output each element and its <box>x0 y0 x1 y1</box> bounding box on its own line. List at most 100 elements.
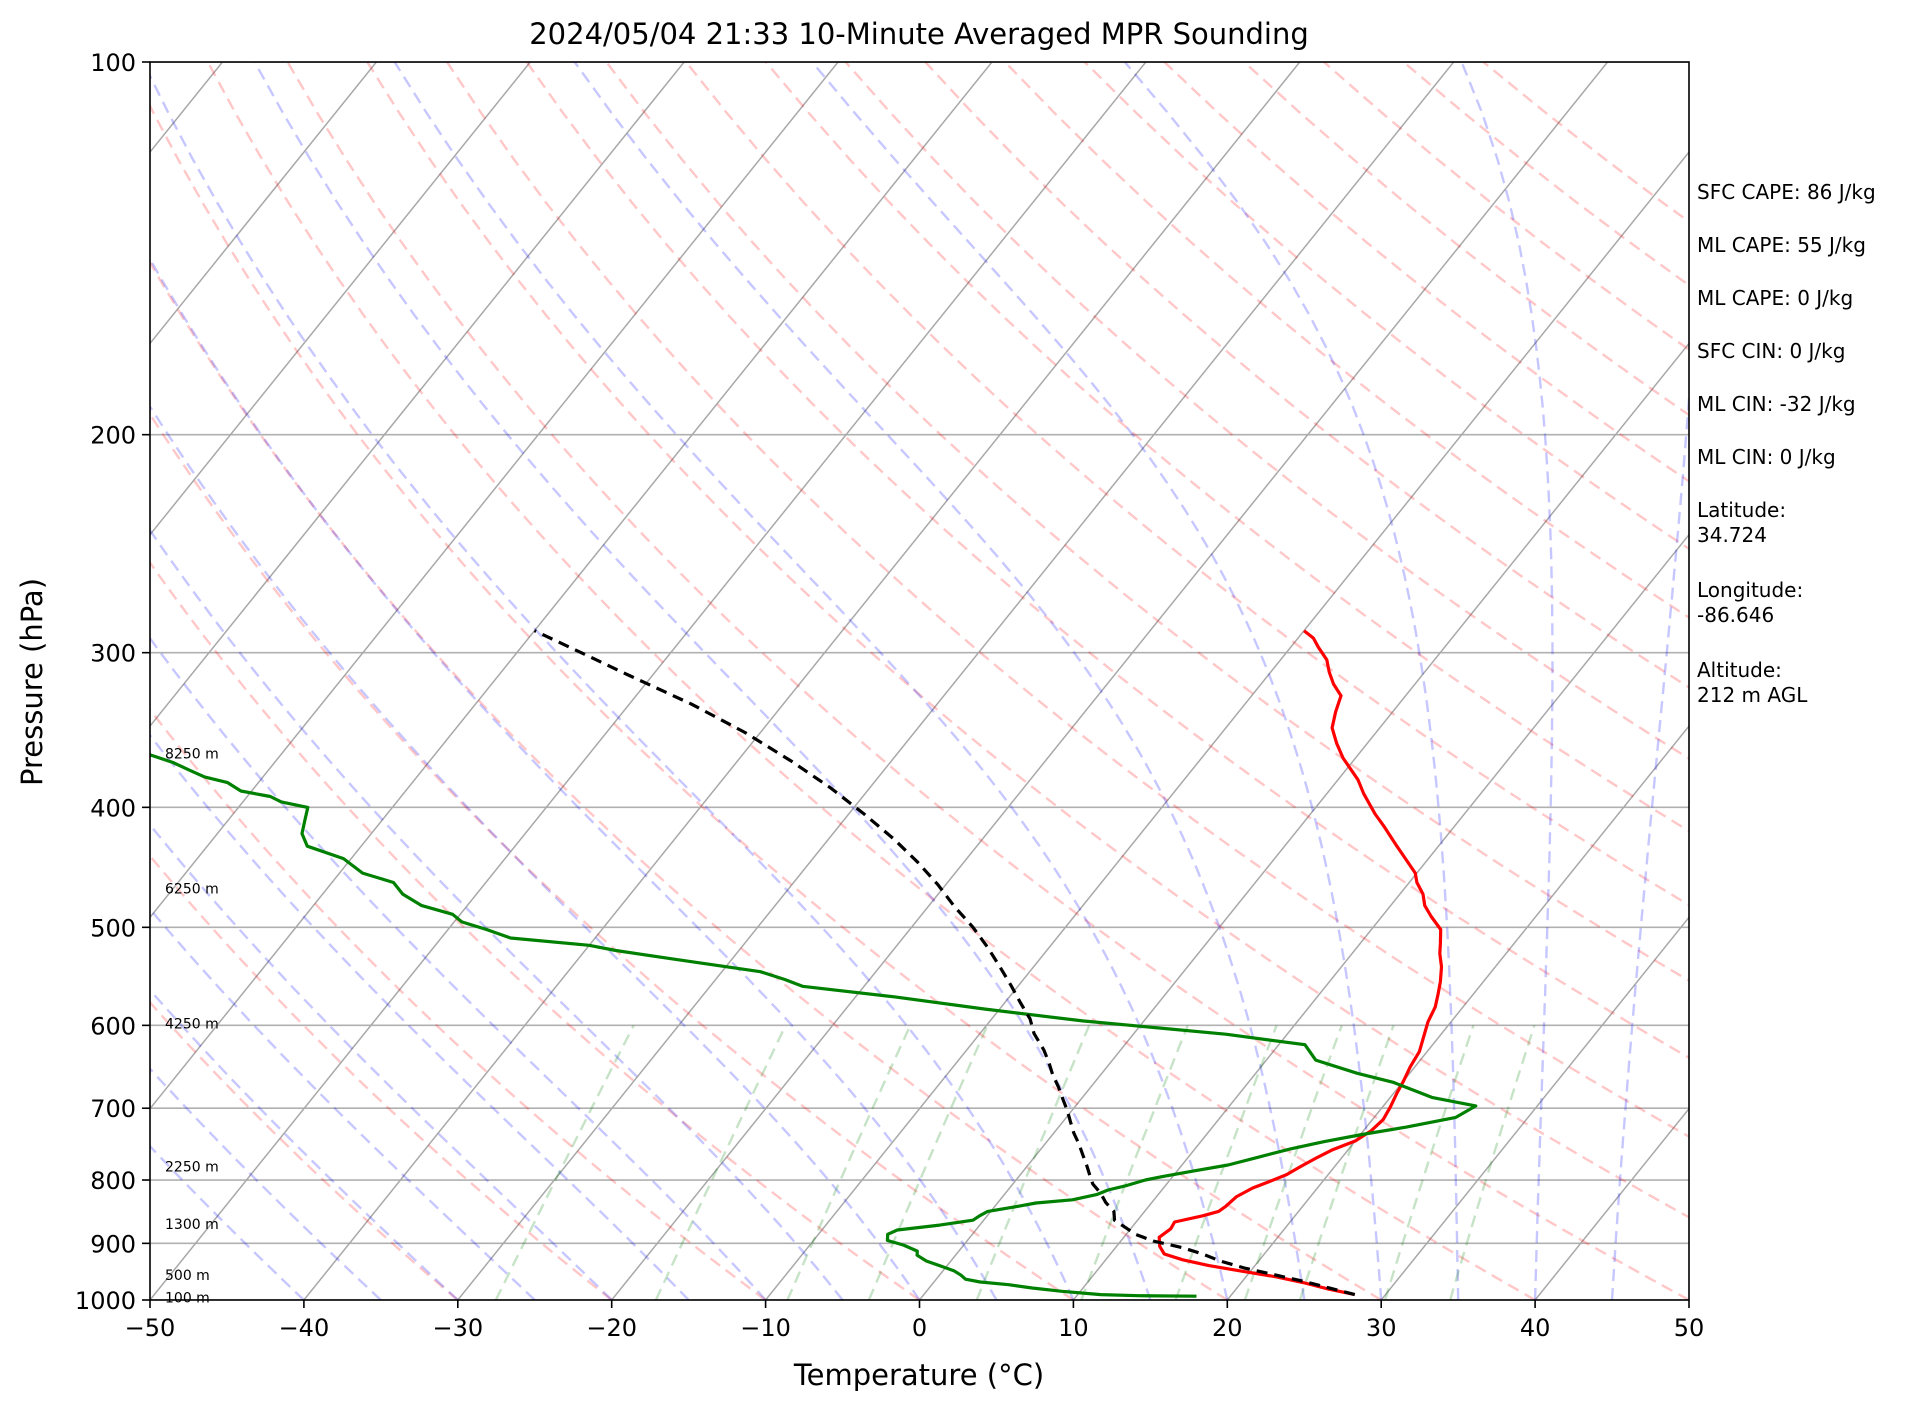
height-label: 4250 m <box>165 1017 219 1033</box>
y-tick-label: 700 <box>90 1095 136 1123</box>
chart-title: 2024/05/04 21:33 10-Minute Averaged MPR … <box>529 17 1309 51</box>
mixing-ratio-line <box>1243 1024 1343 1300</box>
x-tick-label: 20 <box>1212 1314 1243 1342</box>
x-tick-label: 30 <box>1366 1314 1397 1342</box>
reference-lines <box>150 62 1689 1300</box>
mixing-ratio-line <box>1383 1025 1475 1300</box>
isotherm-line <box>303 62 1301 1300</box>
x-tick-label: 40 <box>1520 1314 1551 1342</box>
stat-item: Altitude: 212 m AGL <box>1697 658 1808 707</box>
dry-adiabat-line <box>206 62 1536 1300</box>
stat-item: SFC CAPE: 86 J/kg <box>1697 180 1876 204</box>
moist-adiabat-line <box>150 822 613 1300</box>
height-labels: 100 m 500 m 1300 m 2250 m 4250 m 6250 m 8250 m <box>165 747 219 1307</box>
mixing-ratio-line <box>867 1024 989 1300</box>
x-tick-label: −50 <box>125 1314 176 1342</box>
mixing-ratio-line <box>1174 1024 1278 1300</box>
mixing-ratio-line <box>494 1024 635 1300</box>
x-axis-ticks: −50 −40 −30 −20 −10 0 10 20 30 40 50 <box>125 1300 1705 1342</box>
y-tick-label: 900 <box>90 1230 136 1258</box>
height-label: 6250 m <box>165 881 219 897</box>
isotherm-line <box>1380 916 1689 1300</box>
parcel-profile-trace <box>533 629 1356 1297</box>
moist-adiabat-line <box>1610 383 1689 1300</box>
y-tick-label: 800 <box>90 1167 136 1195</box>
dry-adiabat-line <box>525 62 1689 1060</box>
y-tick-label: 500 <box>90 914 136 942</box>
moist-adiabat-line <box>150 1144 305 1300</box>
isotherm-line <box>150 62 377 345</box>
moist-adiabat-line <box>1460 62 1554 1300</box>
moist-adiabat-line <box>150 988 459 1300</box>
dry-adiabat-line <box>150 103 1382 1300</box>
y-axis-ticks: 100 200 300 400 500 600 700 800 900 1000 <box>75 49 150 1315</box>
isotherm-line <box>765 150 1689 1300</box>
isotherm-line <box>150 62 1147 1300</box>
dry-adiabat-line <box>286 62 1689 1300</box>
isotherm-line <box>1226 724 1689 1300</box>
dry-adiabat-line <box>150 260 1228 1300</box>
stat-item: ML CIN: 0 J/kg <box>1697 445 1836 469</box>
isotherm-line <box>1072 533 1689 1300</box>
mixing-ratio-line <box>654 1024 787 1300</box>
dry-adiabat-line <box>150 854 613 1300</box>
moist-adiabat-line <box>573 62 1306 1300</box>
isotherm-line <box>150 62 685 728</box>
isotherm-line <box>457 62 1455 1300</box>
moist-adiabat-line <box>393 62 1229 1300</box>
isotherm-line <box>611 62 1609 1300</box>
mixing-ratio-line <box>786 1024 912 1300</box>
x-tick-label: 50 <box>1674 1314 1705 1342</box>
moist-adiabat-line <box>1123 62 1460 1300</box>
moist-adiabat-line <box>150 404 921 1300</box>
mixing-ratio-line <box>975 1024 1091 1300</box>
dry-adiabat-line <box>924 62 1689 689</box>
dewpoint-trace <box>150 753 1478 1298</box>
x-tick-label: 0 <box>912 1314 927 1342</box>
y-tick-label: 600 <box>90 1012 136 1040</box>
height-label: 1300 m <box>165 1217 219 1233</box>
moist-adiabat-line <box>811 62 1383 1300</box>
moist-adiabat-line <box>150 73 1075 1300</box>
height-label: 100 m <box>165 1290 210 1306</box>
stat-item: Longitude: -86.646 <box>1697 578 1804 627</box>
x-axis-label: Temperature (°C) <box>793 1358 1044 1392</box>
mixing-ratio-line <box>1449 1025 1536 1300</box>
dry-adiabat-line <box>150 707 767 1300</box>
isotherm-line <box>150 62 839 919</box>
x-tick-label: −10 <box>740 1314 791 1342</box>
stat-item: ML CAPE: 0 J/kg <box>1697 286 1854 310</box>
y-tick-label: 100 <box>90 49 136 77</box>
dry-adiabat-line <box>1004 62 1689 619</box>
height-label: 2250 m <box>165 1159 219 1175</box>
mixing-ratio-line <box>1080 1024 1189 1300</box>
dry-adiabat-line <box>764 62 1689 833</box>
sounding-stats-panel: SFC CAPE: 86 J/kg ML CAPE: 55 J/kg ML CAPE… <box>1697 180 1902 738</box>
dry-adiabat-line <box>150 412 1075 1300</box>
mixing-ratio-line <box>1298 1025 1395 1300</box>
x-tick-label: 10 <box>1058 1314 1089 1342</box>
y-tick-label: 400 <box>90 794 136 822</box>
height-label: 500 m <box>165 1268 210 1284</box>
moist-adiabat-line <box>150 636 767 1300</box>
y-tick-label: 200 <box>90 422 136 450</box>
stat-item: ML CAPE: 55 J/kg <box>1697 233 1866 257</box>
moist-adiabat-line <box>150 528 844 1300</box>
isotherm-line <box>150 62 993 1110</box>
dry-adiabat-line <box>685 62 1689 907</box>
x-tick-label: −40 <box>279 1314 330 1342</box>
stat-item: SFC CIN: 0 J/kg <box>1697 339 1846 363</box>
sounding-traces <box>150 629 1478 1298</box>
y-tick-label: 1000 <box>75 1287 136 1315</box>
stat-item: Latitude: 34.724 <box>1697 498 1787 547</box>
x-tick-label: −30 <box>432 1314 483 1342</box>
isotherm-line <box>150 62 531 536</box>
isotherm-line <box>918 342 1689 1300</box>
moist-adiabat-line <box>150 907 536 1300</box>
dry-adiabat-line <box>446 62 1689 1138</box>
y-axis-label: Pressure (hPa) <box>15 578 49 786</box>
dry-adiabat-line <box>150 560 921 1300</box>
moist-adiabat-line <box>150 1067 382 1300</box>
y-tick-label: 300 <box>90 640 136 668</box>
